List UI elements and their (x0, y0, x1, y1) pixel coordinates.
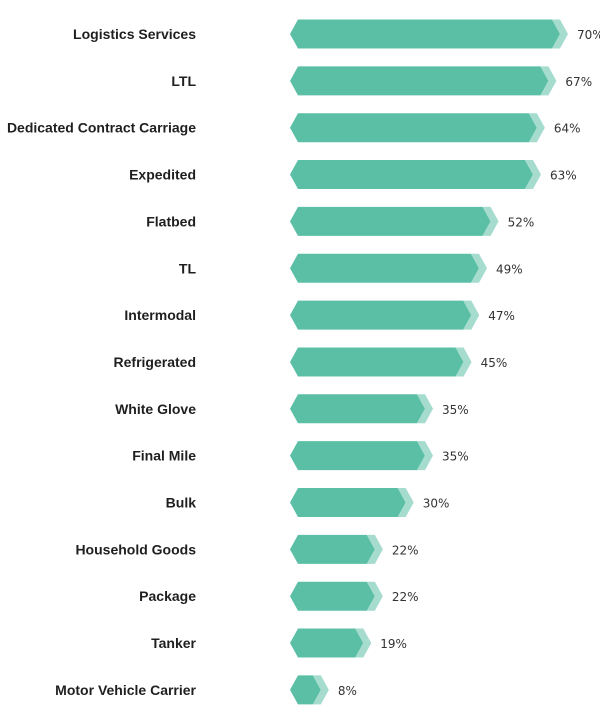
category-label: Bulk (166, 495, 197, 511)
bar-row: Household Goods 22% (75, 534, 419, 564)
bar (290, 675, 321, 705)
value-label: 19% (380, 637, 407, 651)
value-label: 35% (442, 403, 469, 417)
bar (290, 488, 406, 517)
bar (290, 628, 364, 658)
value-label: 30% (423, 497, 450, 511)
bar-row: Tanker 19% (151, 628, 407, 658)
category-label: Flatbed (146, 213, 196, 229)
bar-tip (366, 534, 383, 564)
bar (290, 300, 472, 330)
bar-tip (366, 581, 383, 611)
category-label: Refrigerated (114, 354, 196, 370)
bar-row: White Glove 35% (115, 394, 469, 424)
bar (290, 66, 549, 96)
bar-tip (540, 66, 557, 96)
bar-tip (552, 19, 568, 49)
category-label: Household Goods (75, 541, 196, 557)
bar-row: Dedicated Contract Carriage 64% (7, 113, 581, 143)
bar (290, 347, 464, 377)
bar (290, 581, 375, 611)
bar-row: LTL 67% (171, 66, 592, 96)
bar-row: Refrigerated 45% (114, 347, 508, 377)
bar-tip (525, 160, 541, 190)
value-label: 70% (577, 28, 600, 42)
category-label: Motor Vehicle Carrier (55, 682, 196, 698)
value-label: 8% (338, 684, 357, 698)
value-label: 64% (554, 122, 581, 136)
bar (290, 19, 560, 49)
value-label: 35% (442, 450, 469, 464)
bar-row: Expedited 63% (129, 160, 577, 190)
bar-tip (463, 300, 480, 330)
category-label: Final Mile (132, 448, 196, 464)
bar-tip (417, 441, 433, 471)
bar (290, 394, 425, 424)
bar-tip (312, 675, 329, 705)
category-label: Logistics Services (73, 26, 196, 42)
bar-row: Package 22% (139, 581, 419, 611)
bar (290, 441, 425, 471)
category-label: Dedicated Contract Carriage (7, 120, 196, 136)
value-label: 22% (392, 590, 419, 604)
bar-row: Flatbed 52% (146, 206, 535, 236)
bar-tip (482, 206, 499, 236)
bar (290, 253, 479, 283)
value-label: 49% (496, 262, 523, 276)
bar-tip (417, 394, 433, 424)
bar-row: Motor Vehicle Carrier 8% (55, 675, 357, 705)
category-label: Expedited (129, 167, 196, 183)
bar-row: Bulk 30% (166, 488, 450, 517)
bar (290, 206, 491, 236)
bar-row: Intermodal 47% (124, 300, 515, 330)
bar-tip (355, 628, 372, 658)
bar-row: Final Mile 35% (132, 441, 469, 471)
value-label: 63% (550, 169, 577, 183)
bar (290, 534, 375, 564)
bar-row: Logistics Services 70% (73, 19, 600, 49)
category-label: LTL (171, 73, 196, 89)
bar (290, 113, 537, 143)
category-label: White Glove (115, 401, 196, 417)
bar-tip (397, 488, 414, 517)
value-label: 52% (508, 215, 535, 229)
category-label: Tanker (151, 635, 196, 651)
value-label: 67% (565, 75, 592, 89)
value-label: 47% (488, 309, 515, 323)
category-label: Intermodal (124, 307, 196, 323)
category-label: Package (139, 588, 196, 604)
bar (290, 160, 533, 190)
value-label: 45% (481, 356, 508, 370)
category-label: TL (179, 260, 197, 276)
value-label: 22% (392, 543, 419, 557)
bar-tip (528, 113, 545, 143)
bar-tip (471, 253, 487, 283)
bar-tip (455, 347, 472, 377)
bar-row: TL 49% (179, 253, 523, 283)
